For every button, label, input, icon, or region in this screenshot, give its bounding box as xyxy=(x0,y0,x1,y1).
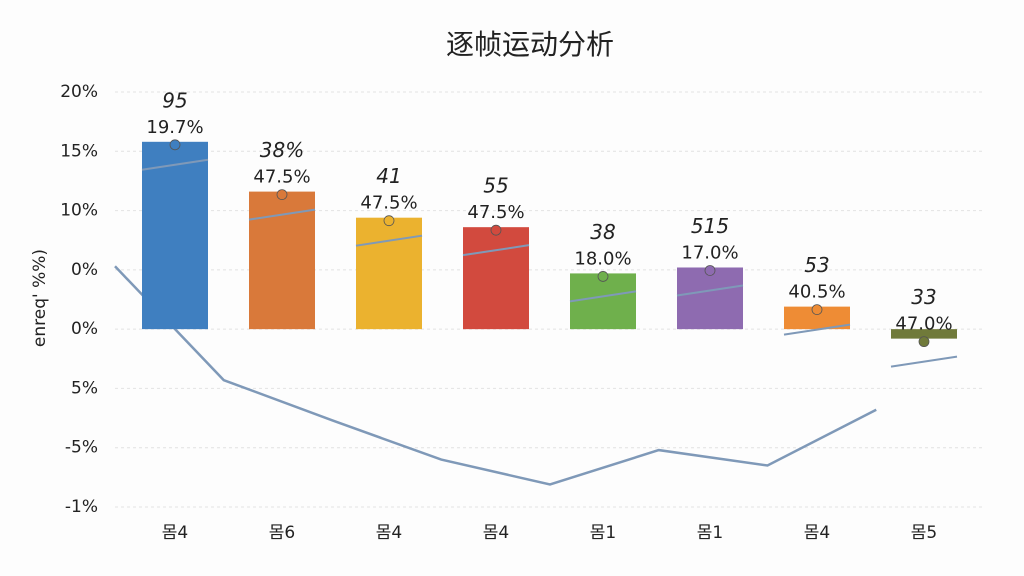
bar-trend-segment xyxy=(462,244,530,257)
annotation: 47.5% xyxy=(253,167,310,188)
bar-marker xyxy=(383,215,395,227)
annotation-top: 515 xyxy=(691,214,729,238)
bar-trend-segment xyxy=(355,234,423,247)
bar xyxy=(142,141,208,330)
bar-marker xyxy=(704,265,716,276)
annotation: 19.7% xyxy=(146,117,203,138)
annotation-top: 41 xyxy=(376,164,401,188)
annotation: 47.5% xyxy=(360,193,417,214)
annotation-top: 38 xyxy=(590,220,615,244)
chart-title: 逐帧运动分析 xyxy=(446,28,614,61)
x-tick-label: 몸4 xyxy=(804,523,830,543)
bar-trend-segment xyxy=(248,208,316,221)
bar-marker xyxy=(918,336,930,348)
bar xyxy=(570,273,636,330)
x-tick-label: 몸6 xyxy=(269,523,295,543)
bar-marker xyxy=(169,139,181,151)
y-tick-label: 0% xyxy=(71,319,98,339)
x-tick-label: 몸4 xyxy=(376,523,402,543)
annotation: 47.0% xyxy=(895,314,952,335)
bar-trend-segment xyxy=(676,284,744,297)
y-tick-label: -5% xyxy=(65,438,98,458)
y-tick-label: 5% xyxy=(71,378,98,398)
annotation-top: 55 xyxy=(483,174,508,198)
trend-line xyxy=(114,265,877,486)
annotation-top: 33 xyxy=(911,285,936,309)
bar xyxy=(677,267,743,330)
y-tick-label: 20% xyxy=(60,82,98,102)
x-tick-label: 몸1 xyxy=(697,523,723,543)
y-tick-label: 10% xyxy=(60,201,98,221)
y-tick-label: 0% xyxy=(71,260,98,280)
x-tick-label: 몸4 xyxy=(483,523,509,543)
x-tick-label: 몸1 xyxy=(590,523,616,543)
bar-trend-segment xyxy=(890,355,958,368)
bar-marker xyxy=(597,271,609,282)
bar-trend-segment xyxy=(141,158,209,171)
x-tick-label: 몸5 xyxy=(911,523,937,543)
y-tick-label: 15% xyxy=(60,141,98,161)
annotation-top: 38% xyxy=(260,138,304,162)
bar xyxy=(463,227,529,330)
bar-marker xyxy=(276,189,288,201)
y-tick-label: -1% xyxy=(65,497,98,517)
bar-marker xyxy=(811,304,823,316)
y-axis-label: enreq' %%) xyxy=(30,249,50,347)
annotation: 40.5% xyxy=(788,282,845,303)
bar-trend-segment xyxy=(569,290,637,303)
bar xyxy=(356,217,422,330)
annotation-top: 95 xyxy=(162,88,187,112)
bar-trend-segment xyxy=(783,323,851,336)
annotation-top: 53 xyxy=(804,253,829,277)
bar xyxy=(784,306,850,330)
x-tick-label: 몸4 xyxy=(162,523,188,543)
annotation: 17.0% xyxy=(681,242,738,263)
annotation: 18.0% xyxy=(574,248,631,269)
annotation: 47.5% xyxy=(467,202,524,223)
bar-marker xyxy=(490,224,502,236)
bar xyxy=(249,191,315,330)
bar xyxy=(891,329,957,339)
